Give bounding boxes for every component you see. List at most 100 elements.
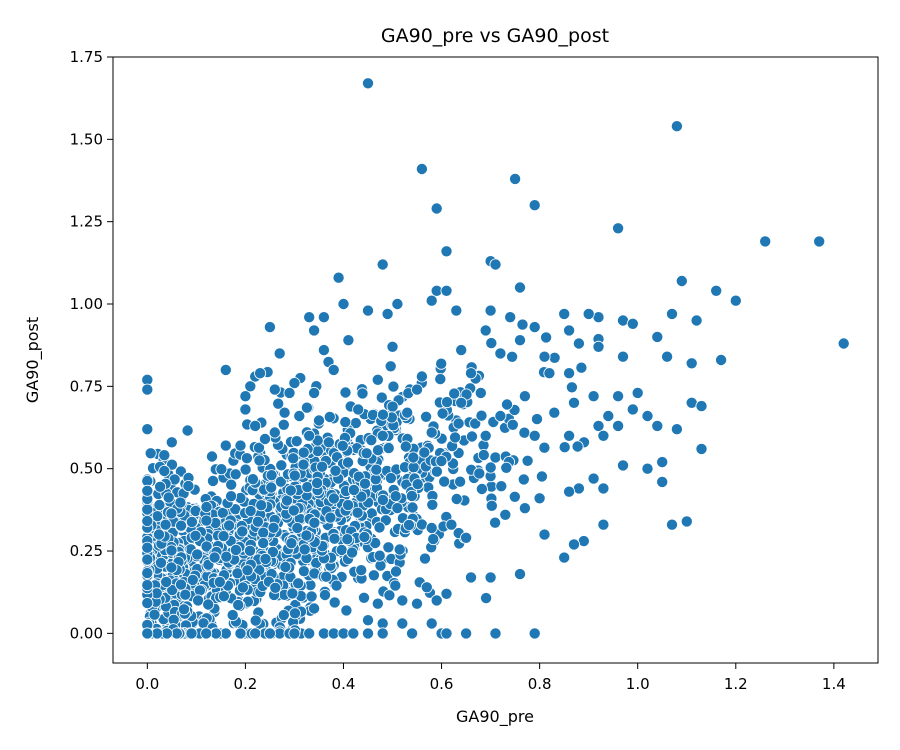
data-point (356, 387, 369, 400)
data-point (268, 383, 281, 396)
data-point (477, 448, 490, 461)
data-point (265, 481, 278, 494)
data-point (656, 456, 669, 469)
data-point (257, 537, 270, 550)
data-point (440, 627, 453, 640)
data-point (376, 408, 389, 421)
data-point (219, 439, 232, 452)
data-point (308, 602, 321, 615)
data-point (641, 462, 654, 475)
data-point (641, 409, 654, 422)
data-point (158, 464, 171, 477)
data-point (174, 496, 187, 509)
data-point (360, 447, 373, 460)
data-point (361, 304, 374, 317)
data-point (558, 307, 571, 320)
data-point (297, 458, 310, 471)
data-point (410, 383, 423, 396)
data-point (376, 627, 389, 640)
data-point (181, 424, 194, 437)
data-point (440, 587, 453, 600)
data-point (445, 518, 458, 531)
data-point (571, 440, 584, 453)
data-point (159, 518, 172, 531)
data-point (290, 435, 303, 448)
data-point (430, 594, 443, 607)
data-point (612, 419, 625, 432)
data-point (460, 531, 473, 544)
data-point (185, 627, 198, 640)
data-point (813, 235, 826, 248)
data-point (415, 370, 428, 383)
data-point (420, 581, 433, 594)
data-point (729, 294, 742, 307)
data-point (244, 380, 257, 393)
data-point (440, 396, 453, 409)
data-point (548, 351, 561, 364)
data-point (189, 529, 202, 542)
data-point (587, 472, 600, 485)
data-point (303, 311, 316, 324)
data-point (396, 617, 409, 630)
data-point (626, 403, 639, 416)
data-point (370, 463, 383, 476)
data-point (259, 552, 272, 565)
data-point (292, 577, 305, 590)
data-point (277, 418, 290, 431)
data-point (152, 528, 165, 541)
data-point (484, 304, 497, 317)
data-point (592, 419, 605, 432)
data-point (489, 451, 502, 464)
data-point (278, 406, 291, 419)
data-point (383, 589, 396, 602)
data-point (288, 607, 301, 620)
data-point (257, 526, 270, 539)
data-point (236, 581, 249, 594)
data-point (160, 575, 173, 588)
data-point (464, 367, 477, 380)
data-point (220, 550, 233, 563)
data-point (297, 446, 310, 459)
data-point (351, 506, 364, 519)
y-tick-label: 1.50 (70, 130, 103, 148)
data-point (239, 463, 252, 476)
data-point (399, 440, 412, 453)
data-point (425, 426, 438, 439)
data-point (670, 423, 683, 436)
data-point (715, 353, 728, 366)
data-point (252, 441, 265, 454)
data-point (316, 460, 329, 473)
x-tick-label: 0.8 (528, 675, 552, 693)
x-tick-label: 0.4 (332, 675, 356, 693)
data-point (232, 598, 245, 611)
data-point (484, 571, 497, 584)
data-point (330, 579, 343, 592)
data-point (521, 454, 534, 467)
data-point (563, 324, 576, 337)
data-point (651, 419, 664, 432)
data-point (494, 347, 507, 360)
data-point (266, 545, 279, 558)
data-point (680, 515, 693, 528)
data-point (200, 627, 213, 640)
data-point (177, 603, 190, 616)
data-point (272, 397, 285, 410)
data-point (249, 419, 262, 432)
data-point (215, 463, 228, 476)
data-point (253, 454, 266, 467)
y-tick-label: 1.00 (70, 295, 103, 313)
data-point (401, 406, 414, 419)
data-point (508, 490, 521, 503)
data-point (430, 202, 443, 215)
data-point (535, 470, 548, 483)
data-point (393, 543, 406, 556)
data-point (465, 430, 478, 443)
data-point (500, 398, 513, 411)
data-point (263, 321, 276, 334)
data-point (675, 274, 688, 287)
data-point (225, 490, 238, 503)
data-point (234, 439, 247, 452)
data-point (565, 381, 578, 394)
data-point (251, 515, 264, 528)
data-point (376, 493, 389, 506)
